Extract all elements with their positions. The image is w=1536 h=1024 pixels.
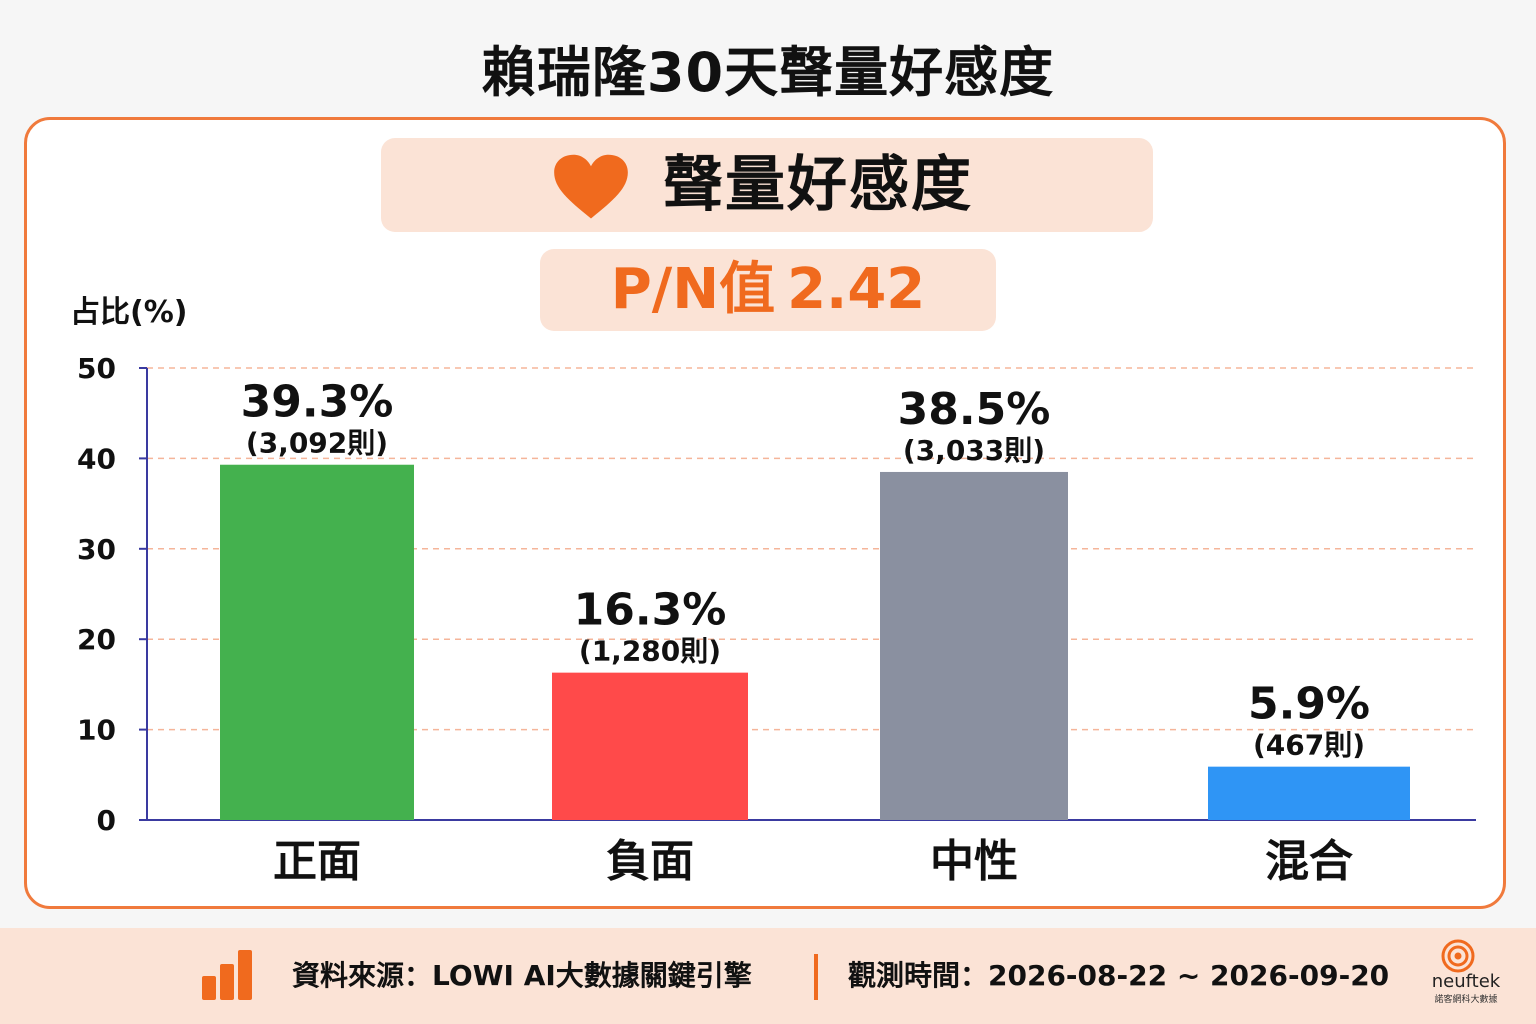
y-tick-label: 0 xyxy=(97,804,116,837)
value-label: 16.3% xyxy=(574,585,727,636)
logo-subtitle: 諾客網科大數據 xyxy=(1434,995,1498,1005)
footer-divider xyxy=(814,954,818,1000)
y-axis-label: 占比(%) xyxy=(70,295,187,330)
y-tick-label: 30 xyxy=(77,533,116,566)
bar-chart-icon xyxy=(202,950,252,1000)
value-label: 5.9% xyxy=(1248,679,1370,730)
pn-ratio-text: P/N值 2.42 xyxy=(540,249,996,331)
company-logo: neuftek 諾客網科大數據 xyxy=(1418,938,1518,1018)
count-label: (1,280則) xyxy=(579,635,721,668)
count-label: (467則) xyxy=(1253,729,1365,762)
pn-ratio-value: 2.42 xyxy=(787,257,926,322)
bar-2 xyxy=(552,672,748,820)
y-tick-label: 50 xyxy=(77,352,116,385)
logo-spiral-icon xyxy=(1441,939,1475,973)
bars xyxy=(220,464,1410,820)
observation-period-text: 觀測時間：2026-08-22 ~ 2026-09-20 xyxy=(848,959,1390,992)
y-tick-label: 10 xyxy=(77,714,116,747)
y-tick-labels: 0 10 20 30 40 50 xyxy=(77,352,116,837)
banner-title: 聲量好感度 xyxy=(663,150,973,220)
page-title: 賴瑞隆30天聲量好感度 xyxy=(481,41,1055,104)
pn-ratio-box: P/N值 2.42 xyxy=(540,249,996,331)
heart-icon xyxy=(554,154,628,219)
value-label: 39.3% xyxy=(241,377,394,428)
y-tick-label: 20 xyxy=(77,623,116,656)
bar-1 xyxy=(220,464,414,820)
bar-3 xyxy=(880,471,1068,820)
category-label: 正面 xyxy=(273,836,361,887)
logo-name: neuftek xyxy=(1431,971,1501,992)
count-label: (3,033則) xyxy=(903,434,1045,467)
bar-4 xyxy=(1208,766,1410,820)
category-label: 中性 xyxy=(930,836,1018,887)
y-tick-label: 40 xyxy=(77,442,116,475)
category-label: 負面 xyxy=(606,836,694,887)
footer: 資料來源：LOWI AI大數據關鍵引擎 觀測時間：2026-08-22 ~ 20… xyxy=(0,928,1536,1024)
value-label: 38.5% xyxy=(898,384,1051,435)
count-label: (3,092則) xyxy=(246,427,388,460)
sentiment-banner: 聲量好感度 xyxy=(381,138,1153,232)
data-source-text: 資料來源：LOWI AI大數據關鍵引擎 xyxy=(292,959,752,992)
bar-labels: 39.3%(3,092則) 正面 16.3%(1,280則) 負面 38.5%(3,03… xyxy=(241,377,1370,887)
pn-ratio-label: P/N值 xyxy=(610,257,776,322)
category-label: 混合 xyxy=(1265,836,1353,887)
